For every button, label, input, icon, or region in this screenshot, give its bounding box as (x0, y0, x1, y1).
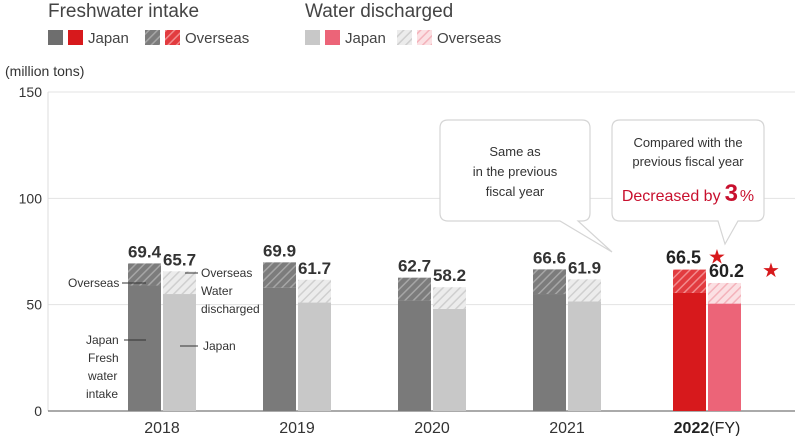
x-label-2019: 2019 (279, 420, 315, 436)
callout-decreased: Decreased by 3% (622, 180, 754, 207)
annotation-japan-right: Japan (203, 339, 236, 353)
bar-intake-japan-2020 (398, 300, 431, 411)
value-discharged-2022: 60.2 (709, 261, 744, 281)
value-intake-2022: 66.5 (666, 248, 701, 268)
value-intake-2019: 69.9 (263, 241, 296, 260)
bar-discharged-overseas-2020 (433, 287, 466, 309)
y-tick-0: 0 (34, 403, 42, 419)
annotation-japan-fresh-3: water (87, 369, 117, 383)
callout-decreased-unit: % (740, 188, 754, 205)
bar-intake-overseas-2018 (128, 263, 161, 286)
value-discharged-2018: 65.7 (163, 250, 196, 269)
bar-discharged-japan-2020 (433, 308, 466, 411)
bar-intake-overseas-2022 (673, 269, 706, 293)
y-tick-100: 100 (19, 190, 43, 206)
value-discharged-2019: 61.7 (298, 259, 331, 278)
callout-same-line1: Same as (489, 144, 541, 159)
bar-intake-japan-2018 (128, 285, 161, 411)
value-discharged-2021: 61.9 (568, 258, 601, 277)
value-intake-2018: 69.4 (128, 242, 162, 261)
annotations: Overseas Overseas Water discharged Japan… (68, 266, 260, 401)
x-label-year-2019: 2019 (279, 420, 315, 436)
bar-discharged-overseas-2021 (568, 279, 601, 302)
callout-same-bubble (439, 119, 613, 253)
x-label-year-2022: 2022 (674, 420, 710, 436)
legend-intake-overseas-grey-swatch (145, 30, 160, 45)
callout-compared-line1: Compared with the (633, 135, 742, 150)
bar-intake-japan-2021 (533, 294, 566, 411)
bar-discharged-overseas-2018 (163, 271, 196, 295)
bar-discharged-overseas-2019 (298, 279, 331, 303)
callout-decreased-value: 3 (725, 180, 738, 207)
x-label-year-2020: 2020 (414, 420, 450, 436)
legend-discharged-japan-label: Japan (345, 30, 386, 47)
bar-discharged-japan-2021 (568, 301, 601, 411)
legend-discharged-overseas-pink-swatch (417, 30, 432, 45)
value-intake-2020: 62.7 (398, 257, 431, 276)
callout-compared-bubble (611, 119, 765, 246)
annotation-japan-fresh-2: Fresh (88, 351, 119, 365)
value-intake-2021: 66.6 (533, 248, 566, 267)
x-axis-labels: 2018 2019 2020 2021 2022(FY) (144, 420, 740, 436)
unit-label: (million tons) (5, 63, 84, 79)
bar-discharged-japan-2019 (298, 302, 331, 411)
callout-compared-line2: previous fiscal year (632, 154, 744, 169)
x-label-2020: 2020 (414, 420, 450, 436)
legend-discharged-overseas-grey-swatch (397, 30, 412, 45)
annotation-overseas-left: Overseas (68, 276, 119, 290)
legend-discharged-japan-grey-swatch (305, 30, 320, 45)
callout-same-line2: in the previous (473, 164, 558, 179)
callout-same-line3: fiscal year (486, 184, 545, 199)
x-label-year-2018: 2018 (144, 420, 180, 436)
legend-intake-japan-red-swatch (68, 30, 83, 45)
annotation-japan-fresh-1: Japan (86, 333, 119, 347)
annotation-discharged-line2: discharged (201, 302, 260, 316)
bar-intake-japan-2019 (263, 287, 296, 411)
legend-discharged-overseas-label: Overseas (437, 30, 501, 47)
x-label-fy-suffix: (FY) (709, 420, 740, 436)
star-intake-2022: ★ (708, 247, 726, 269)
callout-compared: Compared with the previous fiscal year D… (611, 119, 765, 246)
legend-intake-japan-label: Japan (88, 30, 129, 47)
annotation-overseas-right: Overseas (201, 266, 252, 280)
y-tick-50: 50 (26, 297, 42, 313)
bar-discharged-overseas-2022 (708, 282, 741, 304)
star-discharged-2022: ★ (762, 260, 780, 282)
callout-decreased-prefix: Decreased by (622, 188, 721, 205)
legend-discharged-japan-pink-swatch (325, 30, 340, 45)
y-tick-150: 150 (19, 84, 43, 100)
callout-same: Same as in the previous fiscal year (439, 119, 613, 253)
legend-intake-overseas-label: Overseas (185, 30, 249, 47)
bar-intake-overseas-2020 (398, 277, 431, 301)
x-label-2018: 2018 (144, 420, 180, 436)
bar-intake-japan-2022 (673, 292, 706, 411)
x-label-year-2021: 2021 (549, 420, 585, 436)
value-labels: 69.4 65.7 69.961.7 62.758.2 66.661.9 66.5 60.2… (128, 241, 780, 285)
bar-discharged-japan-2022 (708, 303, 741, 411)
bar-intake-overseas-2019 (263, 262, 296, 288)
bar-intake-overseas-2021 (533, 269, 566, 295)
annotation-japan-fresh-4: intake (86, 387, 118, 401)
legend-intake-title: Freshwater intake (48, 1, 199, 22)
x-label-2021: 2021 (549, 420, 585, 436)
y-axis-ticks: 0 50 100 150 (19, 84, 43, 419)
legend-discharged-title: Water discharged (305, 1, 453, 22)
bars (128, 262, 741, 411)
legend-intake-overseas-red-swatch (165, 30, 180, 45)
bar-discharged-japan-2018 (163, 294, 196, 411)
x-label-2022: 2022(FY) (674, 420, 741, 436)
value-discharged-2020: 58.2 (433, 266, 466, 285)
legend-intake-japan-grey-swatch (48, 30, 63, 45)
annotation-water-line1: Water (201, 284, 233, 298)
